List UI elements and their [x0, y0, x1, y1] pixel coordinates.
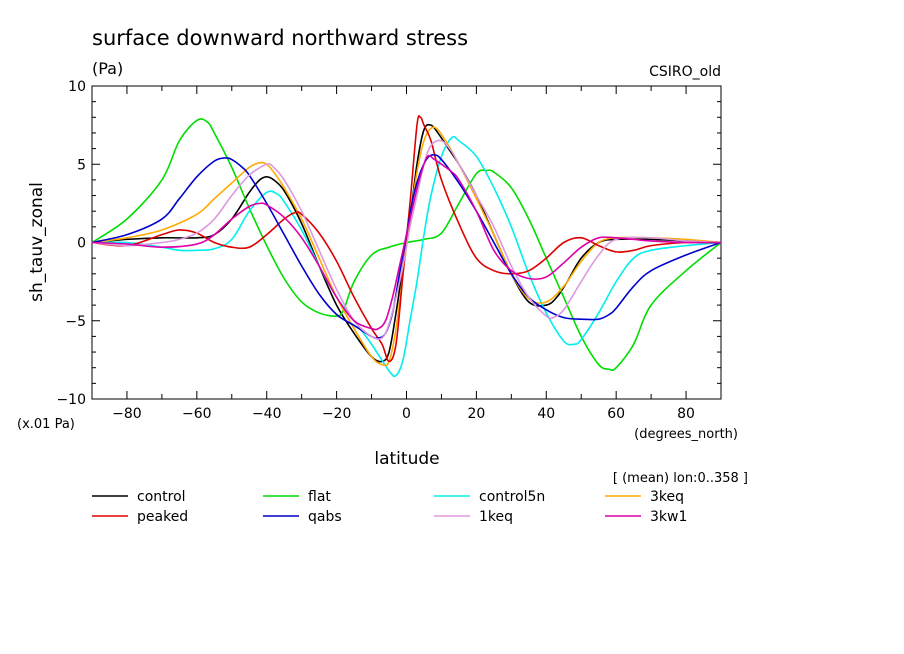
series-line-qabs: [91, 154, 722, 340]
series-line-3kw1: [91, 154, 722, 331]
y-axis-label: sh_tauv_zonal: [27, 182, 47, 302]
x-tick-label: 20: [467, 406, 485, 422]
y-tick-label: 0: [77, 236, 86, 252]
y-tick-label: 10: [68, 79, 86, 95]
legend-label-qabs: qabs: [308, 509, 342, 525]
x-axis-label: latitude: [374, 449, 439, 469]
x-tick-label: 60: [607, 406, 625, 422]
x-tick-label: −20: [322, 406, 352, 422]
legend-label-3kw1: 3kw1: [650, 509, 687, 525]
y-tick-label: −5: [65, 314, 86, 330]
region-note: [ (mean) lon:0..358 ]: [613, 471, 748, 486]
legend-label-flat: flat: [308, 489, 331, 505]
units-label: (Pa): [92, 59, 123, 78]
x-units-label: (degrees_north): [634, 427, 738, 442]
x-tick-label: −80: [112, 406, 142, 422]
legend-label-3keq: 3keq: [650, 489, 684, 505]
x-tick-label: 0: [402, 406, 411, 422]
x-tick-label: −60: [182, 406, 212, 422]
x-tick-label: 40: [537, 406, 555, 422]
y-tick-label: 5: [77, 157, 86, 173]
chart-title: surface downward northward stress: [92, 26, 468, 50]
y-tick-label: −10: [56, 392, 86, 408]
source-label: CSIRO_old: [649, 64, 721, 80]
legend: control flat control5n 3keq peaked qabs 1keq 3k…: [92, 489, 687, 525]
series-group: [91, 115, 722, 378]
axes: −80 −60 −40 −20 0 20 40 60 80 −10 −5 0 5 10: [56, 79, 722, 422]
legend-label-1keq: 1keq: [479, 509, 513, 525]
scale-note: (x.01 Pa): [17, 417, 75, 432]
x-tick-label: 80: [677, 406, 695, 422]
legend-label-control5n: control5n: [479, 489, 545, 505]
series-line-1keq: [91, 139, 722, 340]
x-tick-label: −40: [252, 406, 282, 422]
legend-label-control: control: [137, 489, 186, 505]
legend-label-peaked: peaked: [137, 509, 188, 525]
series-line-control5n: [91, 135, 722, 378]
